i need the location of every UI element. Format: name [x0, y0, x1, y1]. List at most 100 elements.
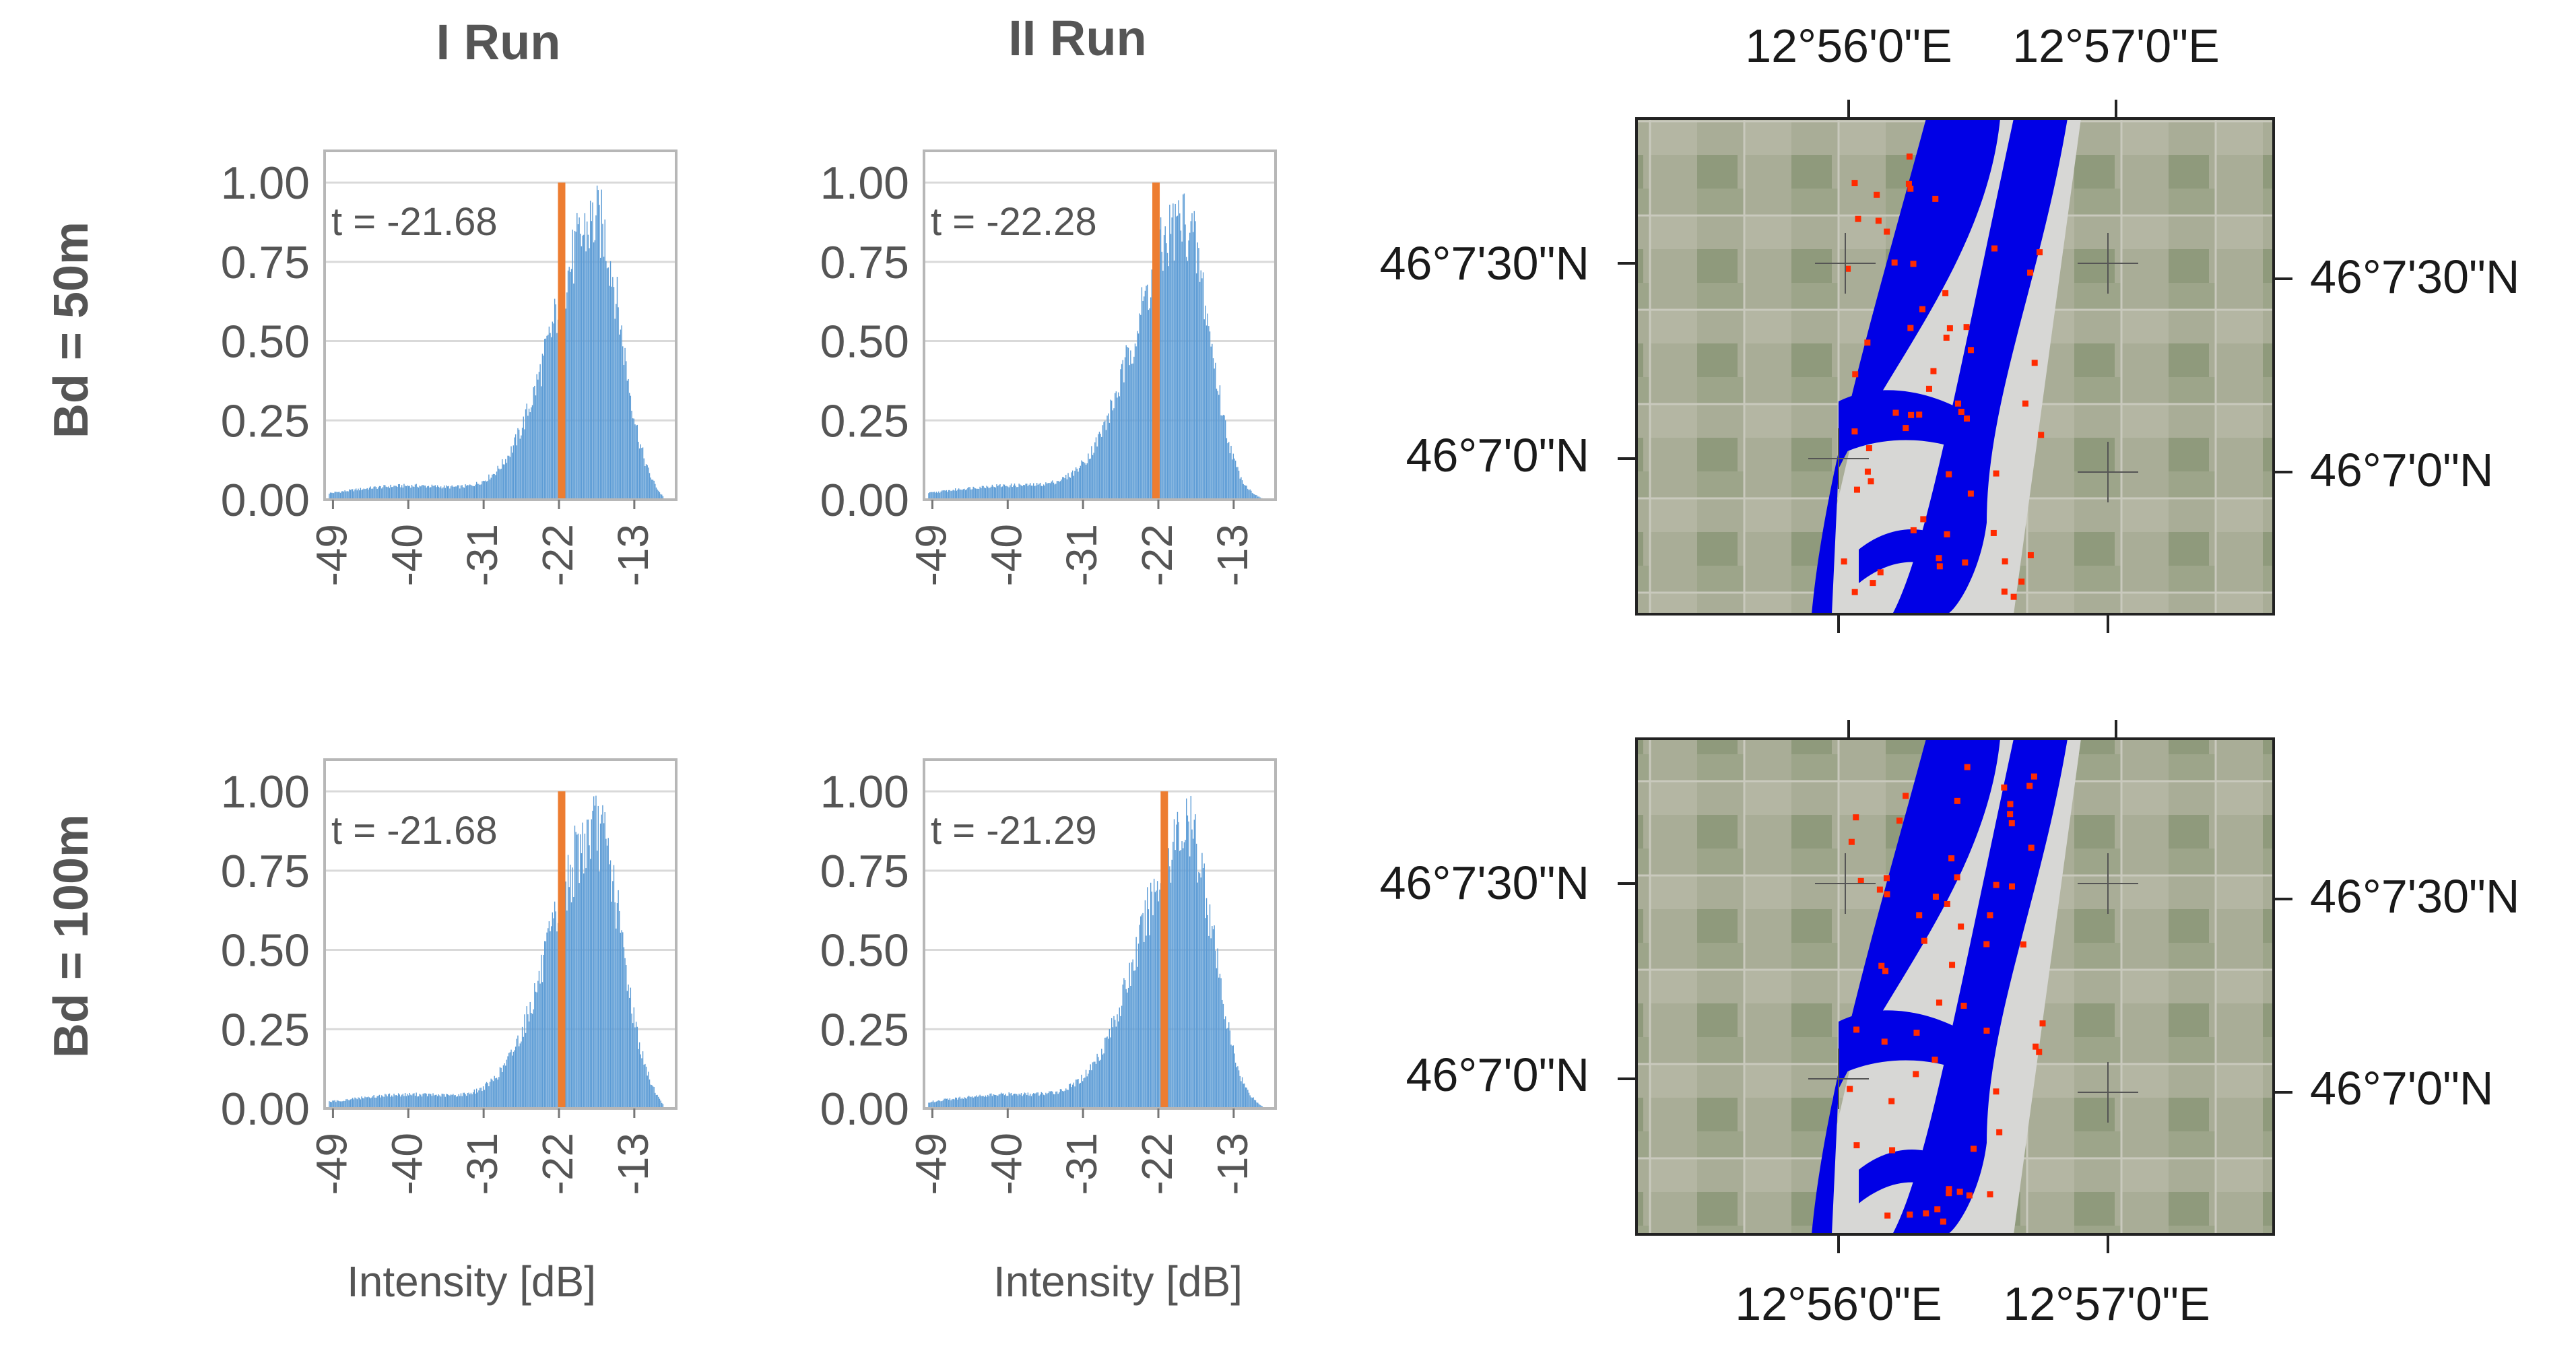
histogram-bar — [496, 471, 498, 500]
histogram-bar — [1160, 217, 1162, 500]
histogram-bar — [942, 1100, 944, 1108]
histogram-bar — [1032, 1093, 1034, 1108]
histogram-bar — [1023, 1094, 1024, 1108]
histogram-bar — [352, 489, 354, 500]
change-pixel — [1889, 1147, 1896, 1154]
change-pixel — [1962, 559, 1969, 566]
histogram-bar — [1243, 1084, 1244, 1108]
histogram-bar — [524, 1014, 525, 1108]
histogram-bar — [611, 286, 612, 500]
histogram-bar — [432, 486, 434, 500]
histogram-bar — [987, 1094, 989, 1108]
histogram-bar — [333, 493, 335, 500]
histogram-bar — [1067, 473, 1069, 500]
histogram-bar — [1208, 935, 1210, 1108]
histogram-bar — [1256, 1102, 1257, 1108]
histogram-bar — [928, 1102, 929, 1108]
histogram-bar — [552, 321, 554, 500]
histogram-bar — [412, 1093, 414, 1108]
histogram-bar — [952, 1098, 954, 1108]
histogram-bar — [1169, 204, 1170, 500]
histogram-bar — [641, 1058, 642, 1108]
histogram-bar — [1078, 1084, 1080, 1108]
histogram-bar — [531, 405, 533, 500]
change-pixel — [1864, 339, 1871, 346]
histogram-bar — [1212, 358, 1214, 500]
histogram-bar — [354, 489, 356, 500]
histogram-bar — [1117, 392, 1119, 500]
histogram-bar — [580, 234, 581, 500]
histogram-bar — [624, 347, 626, 500]
histogram-bar — [1243, 484, 1244, 500]
histogram-bar — [599, 823, 601, 1108]
x-tick-label: -40 — [982, 524, 1030, 587]
change-pixel — [1903, 425, 1909, 432]
histogram-bar — [366, 488, 368, 500]
histogram-bar — [430, 1094, 432, 1108]
histogram-bar — [1018, 484, 1020, 500]
histogram-bar — [529, 1001, 531, 1108]
histogram-bar — [928, 493, 929, 500]
histogram-bar — [539, 364, 541, 500]
histogram-bar — [1041, 486, 1042, 500]
histogram-bar — [650, 477, 651, 500]
histogram-bar — [1034, 1093, 1036, 1108]
histogram-bar — [1057, 1094, 1059, 1108]
histogram-bar — [534, 385, 535, 500]
histogram-bar — [950, 1100, 952, 1108]
histogram-bar — [967, 488, 968, 500]
histogram-bar — [573, 284, 574, 500]
map-bottom-lon-label-1: 12°56'0"E — [1735, 1277, 1942, 1330]
change-pixel — [1906, 153, 1913, 160]
change-pixel — [1954, 797, 1960, 804]
histogram-bar — [361, 490, 362, 500]
histogram-bar — [446, 485, 447, 500]
histogram-bar — [1032, 483, 1034, 500]
change-pixel — [2001, 588, 2008, 595]
histogram-bar — [1105, 430, 1107, 500]
histogram-panel-50m-run2: 0.000.250.500.751.00t = -22.28-49 -40 -31-… — [820, 150, 1277, 587]
histogram-bar — [331, 492, 332, 500]
histogram-bar — [1183, 193, 1185, 500]
histogram-bar — [385, 486, 387, 500]
histogram-bar — [1178, 822, 1179, 1108]
histogram-bar — [468, 1092, 469, 1108]
histogram-bar — [1129, 962, 1130, 1108]
histogram-bar — [1187, 815, 1189, 1108]
histogram-bar — [554, 901, 556, 1108]
histogram-bar — [1230, 446, 1232, 500]
histogram-bar — [468, 485, 469, 500]
histogram-bar — [1006, 486, 1008, 500]
y-tick-label: 0.00 — [221, 1084, 310, 1135]
histogram-bar — [1016, 487, 1018, 500]
x-tick-label: -13 — [609, 1133, 657, 1195]
histogram-bar — [1042, 486, 1043, 500]
histogram-bar — [490, 1078, 492, 1108]
histogram-bar — [370, 1098, 371, 1108]
histogram-bar — [631, 1014, 632, 1108]
histogram-bar — [1045, 1092, 1047, 1108]
change-pixel — [1903, 793, 1909, 799]
histogram-bar — [1038, 484, 1040, 500]
histogram-bar — [414, 484, 416, 500]
row-title-1: Bd = 50m — [44, 222, 98, 438]
histogram-bar — [576, 834, 578, 1108]
histogram-bar — [1164, 226, 1166, 500]
map2-left-lat-label-2: 46°7'0"N — [1406, 1049, 1589, 1101]
change-pixel — [2010, 593, 2017, 600]
histogram-bar — [1158, 901, 1159, 1108]
histogram-bar — [1193, 820, 1195, 1108]
histogram-bar — [960, 490, 962, 500]
change-pixel — [2026, 783, 2033, 789]
histogram-bar — [991, 1096, 993, 1108]
histogram-bar — [1093, 453, 1094, 500]
histogram-bar — [1127, 347, 1129, 500]
histogram-bar — [1051, 1091, 1052, 1108]
histogram-bar — [999, 1094, 1001, 1108]
histogram-bar — [332, 1100, 333, 1108]
histogram-bar — [1045, 482, 1047, 500]
histogram-bar — [1008, 1092, 1010, 1108]
histogram-bar — [329, 492, 331, 500]
histogram-bar — [1036, 1092, 1038, 1108]
histogram-bar — [995, 487, 997, 500]
